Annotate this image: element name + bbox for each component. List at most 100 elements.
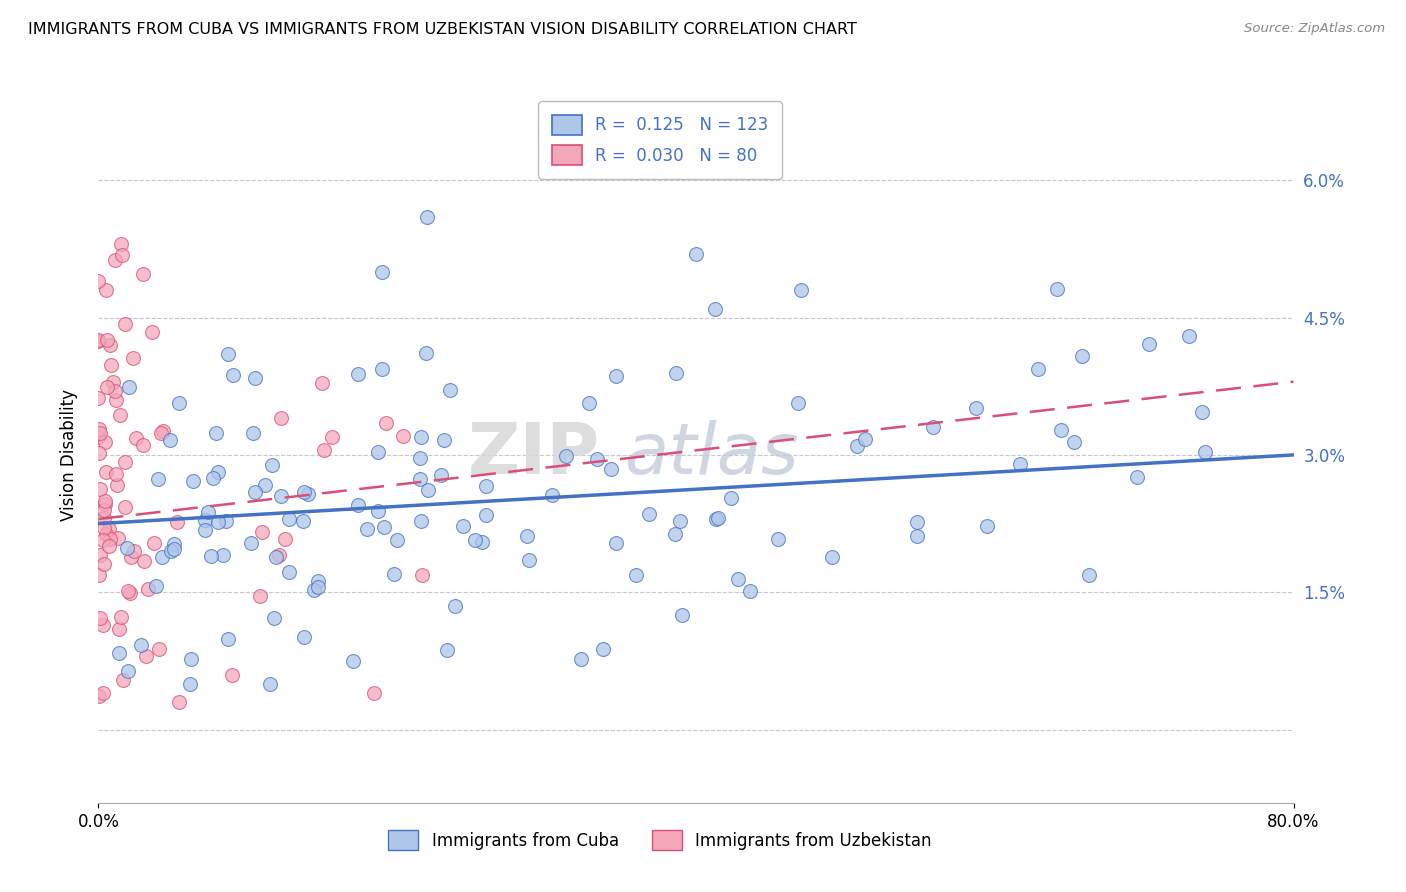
Point <box>266 549 288 564</box>
Point <box>1071 350 1094 364</box>
Point <box>87 689 110 703</box>
Point <box>249 590 271 604</box>
Point <box>96 333 118 347</box>
Point <box>367 445 389 459</box>
Point <box>194 512 217 526</box>
Point <box>416 210 439 224</box>
Point <box>252 525 274 540</box>
Point <box>179 677 201 691</box>
Point <box>132 554 155 568</box>
Point <box>599 462 621 476</box>
Point <box>118 380 141 394</box>
Point <box>132 267 155 281</box>
Point <box>1194 445 1216 459</box>
Point <box>96 380 118 394</box>
Point <box>474 479 496 493</box>
Point <box>738 583 761 598</box>
Point <box>260 458 283 472</box>
Point <box>221 667 243 681</box>
Point <box>114 500 136 514</box>
Point <box>215 514 238 528</box>
Point <box>200 549 222 564</box>
Point <box>685 246 707 260</box>
Point <box>207 515 229 529</box>
Point <box>94 465 117 479</box>
Point <box>145 579 167 593</box>
Point <box>307 580 329 594</box>
Point <box>342 654 364 668</box>
Point <box>194 524 217 538</box>
Point <box>789 283 811 297</box>
Point <box>1126 470 1149 484</box>
Point <box>148 641 170 656</box>
Point <box>270 489 292 503</box>
Point <box>363 686 385 700</box>
Point <box>146 472 169 486</box>
Point <box>240 536 263 550</box>
Point <box>821 550 844 565</box>
Point <box>94 435 117 450</box>
Point <box>243 485 266 500</box>
Point <box>94 497 117 511</box>
Point <box>87 274 110 288</box>
Point <box>104 253 127 268</box>
Point <box>624 567 647 582</box>
Point <box>89 482 111 496</box>
Point <box>555 449 578 463</box>
Point <box>135 649 157 664</box>
Point <box>411 567 433 582</box>
Point <box>664 527 686 541</box>
Point <box>217 347 239 361</box>
Point <box>453 518 475 533</box>
Point <box>905 529 928 543</box>
Point <box>205 426 228 441</box>
Point <box>302 582 325 597</box>
Point <box>605 536 627 550</box>
Point <box>409 472 432 486</box>
Point <box>263 610 285 624</box>
Point <box>105 467 128 482</box>
Point <box>242 426 264 441</box>
Point <box>409 430 432 444</box>
Point <box>409 514 432 528</box>
Point <box>93 503 115 517</box>
Point <box>267 548 290 562</box>
Point <box>152 425 174 439</box>
Point <box>430 468 453 483</box>
Point <box>592 641 614 656</box>
Point <box>475 508 498 522</box>
Point <box>115 541 138 555</box>
Point <box>110 236 132 251</box>
Point <box>122 351 145 365</box>
Point <box>1010 458 1032 472</box>
Point <box>1050 423 1073 437</box>
Point <box>1078 568 1101 582</box>
Point <box>150 426 173 441</box>
Point <box>100 358 122 372</box>
Point <box>704 512 727 526</box>
Point <box>433 433 456 447</box>
Point <box>87 333 110 347</box>
Point <box>222 368 245 383</box>
Point <box>93 557 115 571</box>
Point <box>98 539 121 553</box>
Point <box>292 630 315 644</box>
Point <box>162 537 184 551</box>
Point <box>110 609 132 624</box>
Point <box>436 642 458 657</box>
Point <box>387 533 409 547</box>
Point <box>202 471 225 485</box>
Point <box>87 567 110 582</box>
Point <box>122 543 145 558</box>
Point <box>727 573 749 587</box>
Point <box>292 514 315 528</box>
Point <box>373 520 395 534</box>
Point <box>132 438 155 452</box>
Point <box>439 384 461 398</box>
Point <box>124 431 146 445</box>
Point <box>103 375 125 389</box>
Point <box>111 248 134 262</box>
Point <box>307 574 329 588</box>
Point <box>297 487 319 501</box>
Point <box>108 623 131 637</box>
